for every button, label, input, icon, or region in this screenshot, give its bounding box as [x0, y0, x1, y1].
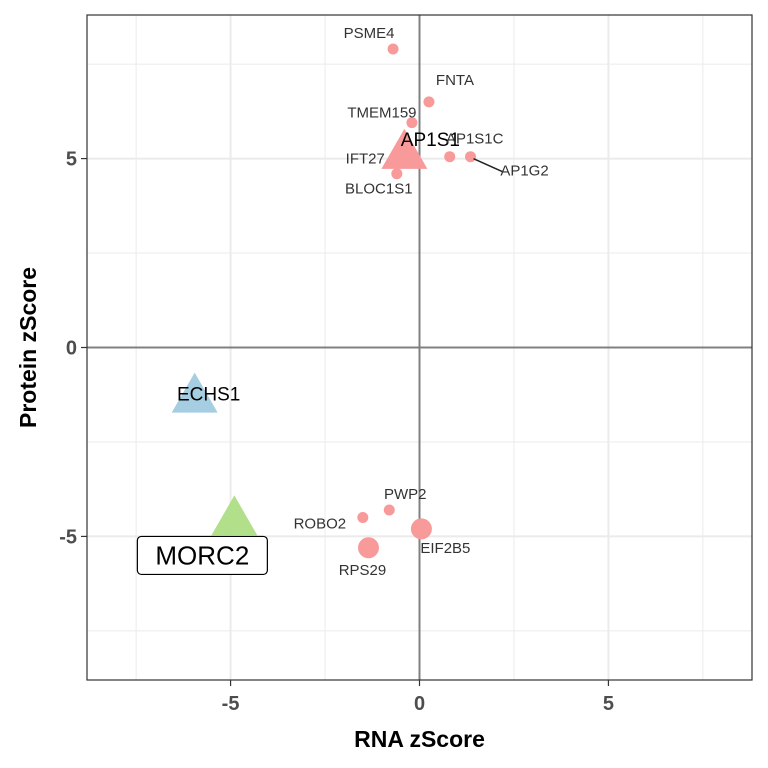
axis-ticks: -5 0 5 -5 0 5: [59, 149, 614, 715]
y-axis-title: Protein zScore: [15, 267, 41, 428]
point-robo2: [357, 512, 369, 524]
y-tick-label: -5: [59, 526, 77, 548]
point-label-ap1s1c: AP1S1C: [446, 131, 504, 148]
point-tmem159: [406, 117, 418, 129]
point-label-fnta: FNTA: [436, 72, 474, 89]
y-tick-label: 5: [66, 149, 77, 171]
x-axis-title: RNA zScore: [354, 726, 485, 752]
point-label-echs1: ECHS1: [177, 385, 240, 406]
y-tick-label: 0: [66, 338, 77, 360]
label-leader-ap1g2: [473, 158, 503, 173]
point-label-ap1s1: AP1S1: [401, 130, 460, 151]
point-bloc1s1: [391, 168, 403, 180]
point-label-morc2: MORC2: [155, 540, 249, 570]
point-label-psme4: PSME4: [344, 25, 395, 42]
label-box-morc2: [136, 535, 268, 576]
point-rps29: [357, 537, 379, 559]
point-label-bloc1s1: BLOC1S1: [345, 181, 413, 198]
point-echs1: [171, 372, 218, 413]
point-label-ap1g2: AP1G2: [500, 163, 548, 180]
point-label-tmem159: TMEM159: [347, 105, 416, 122]
point-ap1g2: [465, 151, 477, 163]
point-ift27: [398, 150, 415, 167]
point-ap1s1: [381, 128, 428, 169]
x-tick-label: 5: [603, 693, 614, 715]
point-fnta: [423, 96, 435, 108]
x-tick-label: 0: [414, 693, 425, 715]
x-tick-label: -5: [222, 693, 240, 715]
point-labels: PSME4 FNTA TMEM159 AP1S1 IFT27 AP1S1C AP1G2 BLO…: [136, 25, 549, 579]
reference-lines: [87, 15, 752, 680]
point-label-pwp2: PWP2: [384, 486, 427, 503]
point-label-eif2b5: EIF2B5: [420, 540, 470, 557]
point-eif2b5: [410, 518, 432, 540]
point-morc2: [211, 495, 258, 536]
point-pwp2: [383, 504, 395, 516]
point-psme4: [387, 43, 399, 55]
point-label-robo2: ROBO2: [294, 516, 347, 533]
point-label-rps29: RPS29: [339, 562, 387, 579]
data-points: [171, 43, 477, 559]
point-label-ift27: IFT27: [346, 151, 385, 168]
point-ap1s1c: [444, 151, 456, 163]
